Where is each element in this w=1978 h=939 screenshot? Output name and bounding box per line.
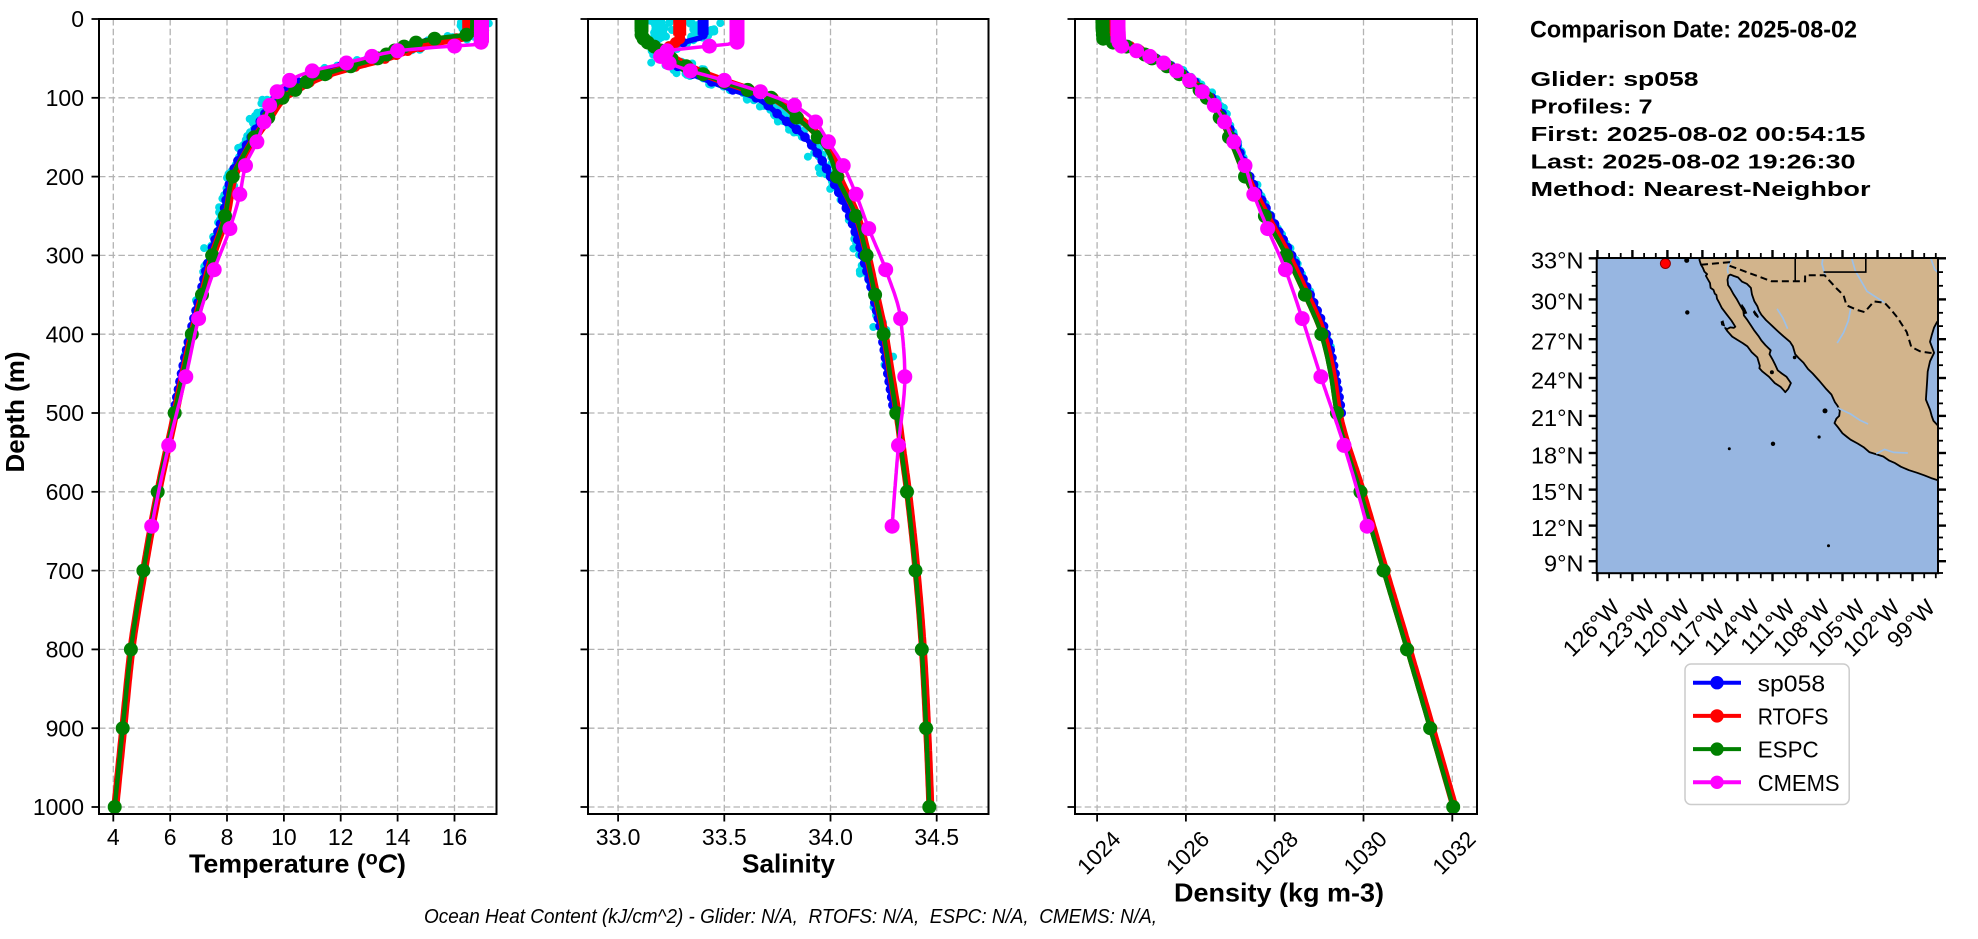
svg-text:100: 100: [46, 85, 84, 111]
svg-text:24°N: 24°N: [1531, 367, 1584, 393]
svg-text:12: 12: [328, 824, 354, 850]
svg-text:800: 800: [46, 637, 84, 663]
svg-text:21°N: 21°N: [1531, 405, 1584, 431]
svg-text:700: 700: [46, 558, 84, 584]
svg-text:33°N: 33°N: [1531, 248, 1584, 274]
svg-text:4: 4: [107, 824, 120, 850]
svg-text:200: 200: [46, 164, 84, 190]
svg-text:600: 600: [46, 479, 84, 505]
svg-text:33.0: 33.0: [596, 824, 641, 850]
svg-text:Profiles: 7: Profiles: 7: [1531, 96, 1653, 119]
svg-text:1000: 1000: [33, 794, 84, 820]
svg-text:300: 300: [46, 243, 84, 269]
svg-text:sp058: sp058: [1758, 670, 1825, 696]
svg-text:Glider: sp058: Glider: sp058: [1531, 68, 1699, 91]
svg-text:Density (kg m-3): Density (kg m-3): [1174, 878, 1384, 908]
svg-text:30°N: 30°N: [1531, 289, 1584, 315]
svg-text:15°N: 15°N: [1531, 479, 1584, 505]
svg-text:First: 2025-08-02 00:54:15: First: 2025-08-02 00:54:15: [1531, 123, 1866, 146]
svg-text:18°N: 18°N: [1531, 442, 1584, 468]
svg-text:8: 8: [221, 824, 234, 850]
svg-text:RTOFS: RTOFS: [1758, 704, 1829, 730]
svg-text:10: 10: [271, 824, 297, 850]
svg-text:34.5: 34.5: [914, 824, 959, 850]
svg-text:34.0: 34.0: [808, 824, 853, 850]
svg-text:500: 500: [46, 400, 84, 426]
svg-text:0: 0: [71, 6, 84, 32]
svg-text:900: 900: [46, 715, 84, 741]
svg-text:CMEMS: CMEMS: [1758, 770, 1840, 796]
svg-text:ESPC: ESPC: [1758, 737, 1819, 763]
svg-text:400: 400: [46, 321, 84, 347]
svg-text:Depth (m): Depth (m): [0, 352, 30, 473]
svg-text:6: 6: [164, 824, 177, 850]
svg-text:Comparison Date: 2025-08-02: Comparison Date: 2025-08-02: [1530, 17, 1857, 44]
svg-text:Salinity: Salinity: [742, 849, 836, 879]
svg-text:Method: Nearest-Neighbor: Method: Nearest-Neighbor: [1531, 178, 1871, 201]
svg-text:Ocean Heat Content (kJ/cm^2) -: Ocean Heat Content (kJ/cm^2) - Glider: N…: [424, 905, 1157, 928]
svg-text:Last: 2025-08-02 19:26:30: Last: 2025-08-02 19:26:30: [1531, 151, 1856, 174]
svg-text:33.5: 33.5: [702, 824, 747, 850]
svg-text:27°N: 27°N: [1531, 329, 1584, 355]
svg-text:16: 16: [442, 824, 468, 850]
svg-text:9°N: 9°N: [1544, 551, 1583, 577]
svg-text:12°N: 12°N: [1531, 515, 1584, 541]
svg-text:14: 14: [385, 824, 411, 850]
